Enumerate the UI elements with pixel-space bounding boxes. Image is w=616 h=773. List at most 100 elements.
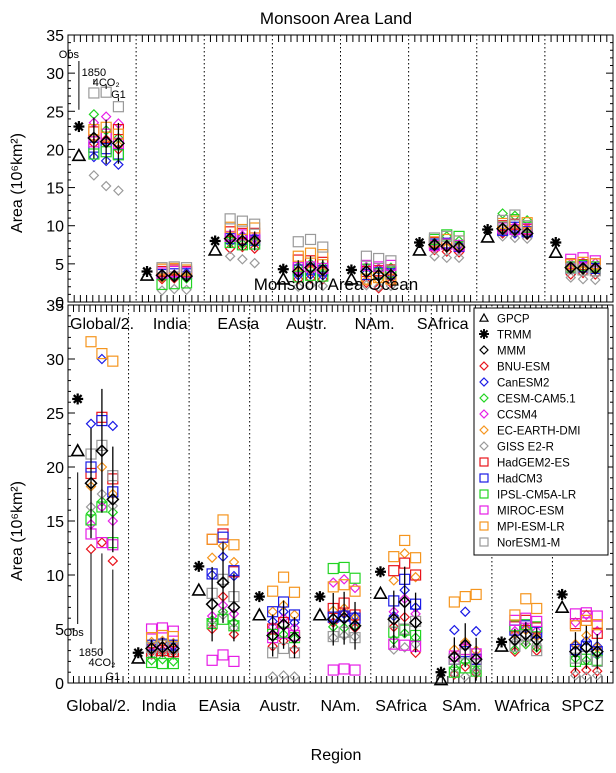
- model-point: [399, 534, 411, 547]
- x-tick-label: India: [141, 698, 176, 715]
- model-point: [292, 236, 304, 248]
- model-point: [388, 565, 400, 577]
- obs-trmm-point: [556, 588, 568, 600]
- model-point: [96, 537, 108, 548]
- model-point: [581, 671, 592, 682]
- obs-gpcp-point: [548, 244, 564, 259]
- model-point: [157, 653, 168, 665]
- model-point: [217, 514, 229, 526]
- mmm-point: [205, 597, 219, 611]
- x-tick-label: EAsia: [198, 698, 240, 715]
- model-point: [580, 614, 592, 626]
- model-point: [167, 657, 179, 670]
- obs-trmm-point: [374, 566, 386, 578]
- x-tick-label: Austr.: [259, 698, 300, 715]
- plot-frame: [67, 304, 614, 684]
- x-tick-label: WAfrica: [494, 698, 550, 715]
- legend-label: CCSM4: [497, 410, 538, 422]
- model-point: [509, 232, 521, 244]
- model-point: [88, 87, 100, 99]
- mmm-point: [387, 612, 401, 626]
- model-point: [373, 282, 384, 294]
- y-tick-label: 0: [55, 676, 64, 693]
- y-tick-label: 30: [46, 352, 64, 369]
- mmm-point: [84, 476, 98, 490]
- model-point: [570, 670, 581, 681]
- model-point: [113, 185, 124, 196]
- obs-gpcp-point: [71, 147, 87, 162]
- experiment-label: 1850: [82, 67, 106, 79]
- model-point: [453, 252, 465, 264]
- model-point: [317, 241, 329, 253]
- y-tick-label: 20: [46, 460, 64, 477]
- model-point: [277, 571, 290, 583]
- experiment-label: 1850: [79, 647, 103, 659]
- model-point: [531, 615, 543, 628]
- ocean-ylabel: Area (10⁶km²): [9, 481, 26, 581]
- model-point: [399, 639, 411, 651]
- obs-gpcp-point: [312, 607, 328, 621]
- obs-trmm-point: [314, 591, 326, 603]
- legend-marker: [479, 521, 489, 531]
- legend-label: MPI-ESM-LR: [497, 522, 565, 534]
- mmm-point: [452, 240, 466, 254]
- x-tick-label: SPCZ: [561, 698, 604, 715]
- model-point: [327, 581, 339, 593]
- experiment-label: Obs: [59, 49, 80, 61]
- model-point: [85, 336, 97, 348]
- mmm-point: [99, 135, 113, 149]
- mmm-point: [409, 615, 423, 630]
- obs-gpcp-point: [373, 585, 388, 599]
- model-point: [206, 654, 218, 666]
- mmm-point: [579, 640, 593, 654]
- model-point: [509, 644, 521, 655]
- mmm-point: [266, 628, 280, 643]
- mmm-point: [348, 619, 362, 633]
- mmm-point: [155, 268, 169, 282]
- mmm-point: [508, 633, 522, 647]
- model-point: [399, 557, 411, 569]
- model-point: [228, 655, 240, 668]
- model-point: [317, 280, 329, 292]
- model-point: [112, 101, 125, 113]
- model-point: [249, 243, 261, 254]
- legend-label: MMM: [497, 346, 526, 358]
- mmm-point: [248, 234, 262, 248]
- mmm-point: [427, 238, 442, 252]
- mmm-point: [179, 269, 194, 283]
- mmm-point: [359, 264, 373, 279]
- y-tick-label: 10: [46, 219, 64, 236]
- mmm-point: [568, 645, 583, 659]
- mmm-point: [95, 444, 109, 458]
- y-tick-label: 25: [46, 406, 64, 423]
- mmm-point: [155, 640, 170, 654]
- experiment-label: 4CO₂: [88, 657, 115, 669]
- panel-ocean: Monsoon Area Ocean Area (10⁶km²) Region …: [9, 275, 614, 764]
- obs-gpcp-point: [344, 271, 359, 285]
- model-point: [146, 654, 157, 666]
- model-point: [399, 642, 411, 653]
- obs-trmm-point: [132, 647, 144, 659]
- model-point: [589, 274, 601, 286]
- model-point: [157, 647, 168, 659]
- mmm-point: [519, 627, 533, 641]
- obs-gpcp-point: [412, 242, 427, 256]
- x-tick-label: NAm.: [355, 316, 395, 333]
- model-point: [385, 255, 397, 267]
- model-point: [459, 606, 471, 618]
- model-point: [156, 285, 168, 296]
- obs-gpcp-point: [554, 599, 570, 614]
- x-tick-label: EAsia: [217, 316, 259, 333]
- mmm-point: [316, 263, 330, 277]
- y-tick-label: 35: [46, 298, 64, 315]
- obs-trmm-point: [414, 236, 426, 248]
- mmm-point: [167, 269, 181, 283]
- model-point: [580, 607, 592, 619]
- model-point: [459, 671, 471, 682]
- model-point: [100, 180, 112, 192]
- legend-marker: [479, 329, 489, 339]
- legend-marker: [479, 505, 489, 515]
- y-tick-label: 10: [46, 568, 64, 585]
- model-point: [236, 215, 248, 227]
